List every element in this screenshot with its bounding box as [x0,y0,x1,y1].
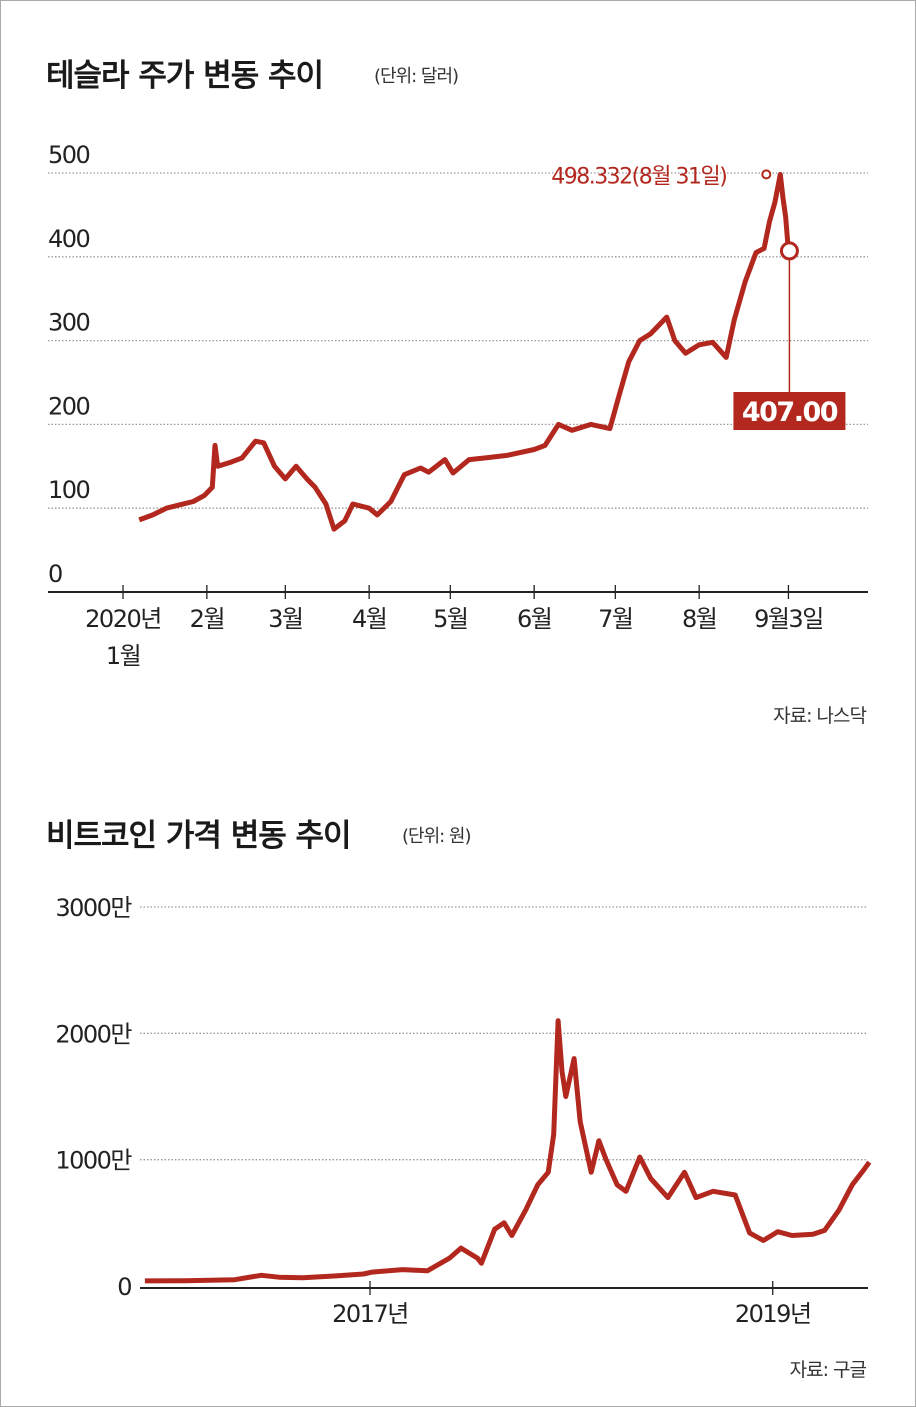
peak-annotation: 498.332(8월 31일) [551,164,726,189]
current-value-box [733,392,846,430]
peak-marker [761,169,772,180]
x-tick-label: 6월 [517,605,551,633]
y-tick-label: 1000만 [55,1147,132,1175]
current-marker [779,241,799,261]
bitcoin-chart: 비트코인 가격 변동 추이 (단위: 원) 0 1000만 2000만 3000만 2… [46,818,872,1381]
y-tick-label: 200 [48,392,90,420]
y-tick-label: 0 [117,1273,131,1301]
tesla-source: 자료: 나스닥 [773,705,866,727]
x-tick-label: 5월 [433,605,467,633]
y-tick-label: 400 [48,225,90,253]
x-tick-label: 2020년 [85,605,161,633]
bitcoin-source: 자료: 구글 [790,1359,867,1381]
bitcoin-price-line [144,1018,872,1284]
bitcoin-chart-unit: (단위: 원) [402,826,471,847]
bitcoin-chart-title: 비트코인 가격 변동 추이 [46,818,351,854]
x-tick-label: 7월 [598,605,632,633]
x-tick-label: 2017년 [332,1300,408,1328]
x-tick-label: 4월 [352,605,386,633]
x-tick-label: 3월 [268,605,302,633]
y-tick-label: 2000만 [55,1020,132,1048]
y-tick-label: 3000만 [55,894,132,922]
x-tick-label: 2019년 [735,1300,811,1328]
x-tick-label: 8월 [682,605,716,633]
tesla-price-line [138,171,791,532]
y-tick-label: 0 [48,560,62,588]
tesla-chart-unit: (단위: 달러) [374,66,458,87]
y-tick-label: 300 [48,309,90,337]
y-tick-label: 500 [48,141,90,169]
tesla-chart-title: 테슬라 주가 변동 추이 [46,58,323,94]
y-tick-label: 100 [48,476,90,504]
current-value-label: 407.00 [742,397,838,428]
tesla-chart: 테슬라 주가 변동 추이 (단위: 달러) 0 100 200 300 400 500 2… [46,58,868,727]
x-tick-label: 9월3일 [754,605,823,633]
x-tick-label: 2월 [190,605,224,633]
x-tick-label-line2: 1월 [106,642,140,670]
